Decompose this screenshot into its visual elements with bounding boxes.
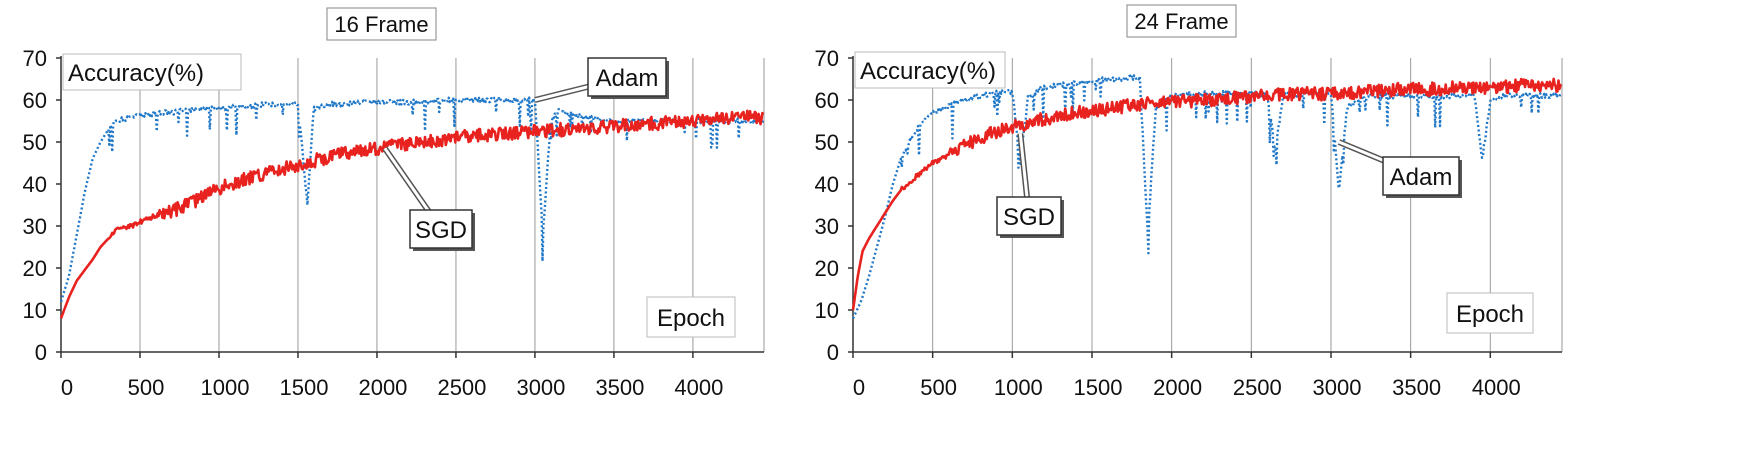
series-line-sgd [851,77,1563,311]
chart-title: 16 Frame [334,12,428,37]
callout-box-adam [1382,156,1460,196]
callout-label-adam: Adam [1390,164,1453,191]
callout-label-sgd: SGD [415,217,467,244]
y-tick-label: 0 [827,340,839,365]
y-tick-label: 50 [815,130,839,155]
y-tick-label: 0 [35,340,47,365]
y-tick-label: 20 [23,256,47,281]
y-tick-label: 10 [23,298,47,323]
chart-title-box [326,7,437,41]
x-tick-label: 1000 [201,375,250,400]
callout-box-adam [587,57,667,97]
y-tick-label: 40 [23,172,47,197]
x-tick-label: 3500 [595,375,644,400]
y-tick-label: 50 [23,130,47,155]
x-tick-label: 2500 [1233,375,1282,400]
x-tick-label: 500 [128,375,165,400]
y-tick-label: 70 [815,46,839,71]
x-tick-label: 1500 [1074,375,1123,400]
x-tick-label: 3000 [516,375,565,400]
x-axis-label: Epoch [1456,301,1524,328]
y-tick-label: 60 [23,88,47,113]
series-line-sgd [59,109,765,319]
x-tick-label: 2500 [437,375,486,400]
chart-panel-2: 0 10 20 30 40 50 60 70 0 500 1000 1500 2000 2500 3000 3… [815,4,1563,400]
y-tick-label: 20 [815,256,839,281]
x-tick-label: 1500 [279,375,328,400]
x-tick-label: 3000 [1313,375,1362,400]
x-tick-label: 1000 [994,375,1043,400]
x-tick-label: 0 [853,375,865,400]
callout-box-sgd [996,196,1062,236]
y-tick-label: 70 [23,46,47,71]
series-line-adam [851,74,1563,319]
x-tick-label: 3500 [1392,375,1441,400]
chart-title: 24 Frame [1134,9,1228,34]
y-tick-label: 40 [815,172,839,197]
x-tick-label: 2000 [358,375,407,400]
y-axis-label-box [62,53,242,91]
y-tick-label: 30 [815,214,839,239]
y-axis-label-box [854,51,1006,89]
x-tick-label: 0 [61,375,73,400]
chart-title-box [1126,4,1237,38]
callout-box-sgd [409,209,473,249]
x-axis-label: Epoch [657,305,725,332]
y-axis-label: Accuracy(%) [68,60,204,87]
callout-label-adam: Adam [596,65,659,92]
x-tick-label: 4000 [674,375,723,400]
x-tick-label: 500 [920,375,957,400]
x-axis-label-box [1446,292,1534,334]
y-axis-label: Accuracy(%) [860,58,996,85]
y-tick-label: 10 [815,298,839,323]
x-tick-label: 4000 [1472,375,1521,400]
y-tick-label: 30 [23,214,47,239]
y-tick-label: 60 [815,88,839,113]
chart-panel-1: 0 10 20 30 40 50 60 70 0 500 1000 1500 2000 2500 3000 3… [23,7,765,400]
callout-label-sgd: SGD [1003,204,1055,231]
x-tick-label: 2000 [1153,375,1202,400]
x-axis-label-box [646,296,736,338]
